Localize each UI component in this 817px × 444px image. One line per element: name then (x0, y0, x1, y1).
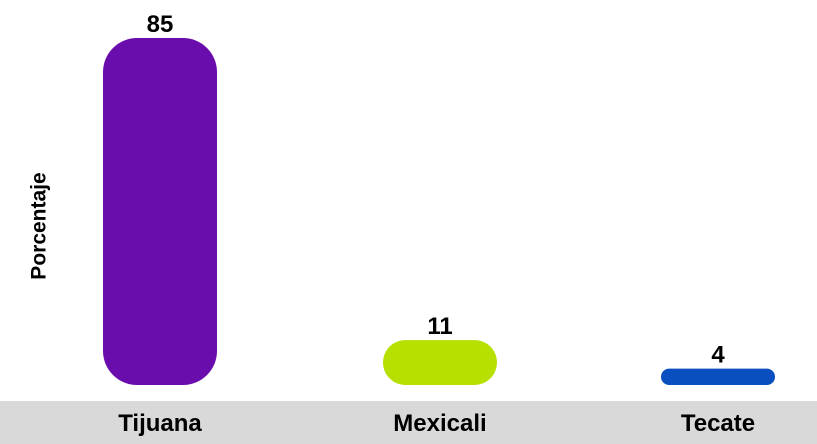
data-label-tijuana: 85 (147, 11, 174, 38)
category-label-tecate: Tecate (681, 410, 755, 437)
bar-mexicali (383, 340, 497, 385)
bar-tijuana (103, 38, 217, 385)
category-labels-group: Tijuana Mexicali Tecate (118, 410, 755, 437)
bar-tecate (661, 368, 775, 385)
category-label-tijuana: Tijuana (118, 410, 202, 437)
data-label-mexicali: 11 (427, 313, 452, 340)
category-label-mexicali: Mexicali (393, 410, 486, 437)
category-axis-band (0, 401, 817, 444)
data-label-tecate: 4 (711, 342, 725, 369)
bars-group (103, 38, 775, 385)
y-axis-label: Porcentaje (28, 172, 51, 279)
data-labels-group: 85 11 4 (147, 11, 726, 369)
